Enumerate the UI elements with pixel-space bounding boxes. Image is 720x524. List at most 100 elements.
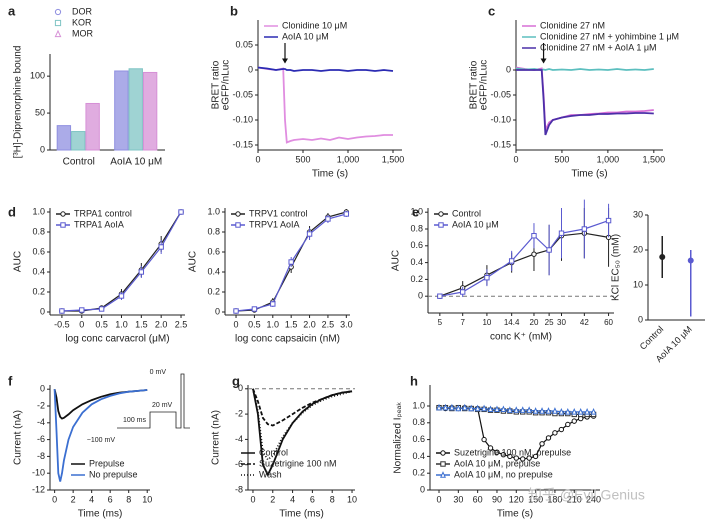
- marker: [500, 452, 507, 458]
- y-axis-label: Current (nA): [13, 410, 24, 465]
- marker: [54, 8, 62, 16]
- x-tick-label: 8: [330, 494, 335, 504]
- x-tick-label: 1.5: [135, 319, 148, 329]
- marker: [118, 293, 125, 299]
- x-axis-label: log conc carvacrol (μM): [65, 334, 169, 345]
- x-tick-label: 4: [89, 494, 94, 504]
- y-tick-label: -0.10: [232, 114, 253, 124]
- marker: [545, 435, 552, 441]
- x-tick-label: 1,500: [382, 154, 405, 164]
- panel-label: d: [8, 204, 16, 219]
- x-tick-label: 0: [513, 154, 518, 164]
- marker: [98, 306, 105, 312]
- x-tick-label: 6: [310, 494, 315, 504]
- x-tick-label: 0: [52, 494, 57, 504]
- y-tick-label: 0.8: [32, 226, 45, 236]
- marker: [584, 407, 591, 415]
- y-tick-label: 1.0: [412, 400, 425, 410]
- marker: [493, 405, 500, 413]
- y-tick-label: 0.4: [32, 266, 45, 276]
- x-tick-label: 20: [530, 318, 539, 327]
- y-tick-label: -0.10: [490, 114, 511, 124]
- x-tick-label: 10: [482, 318, 491, 327]
- y-tick-label: -8: [235, 484, 243, 494]
- panel-label: a: [8, 3, 16, 18]
- y-tick-label: 10: [633, 279, 643, 289]
- marker: [436, 403, 442, 411]
- legend-label: Clonidine 27 nM + yohimbine 1 μM: [540, 31, 679, 41]
- x-axis-label: Time (s): [312, 169, 348, 180]
- y-tick-label: -2: [235, 408, 243, 418]
- marker: [590, 407, 597, 415]
- legend-label: Suzetrigine 100 nM: [259, 458, 337, 468]
- marker: [178, 209, 184, 215]
- panel-label: c: [488, 3, 495, 18]
- legend-label: Control: [259, 447, 288, 457]
- marker: [571, 418, 577, 424]
- y-tick-label: 1.0: [207, 206, 220, 216]
- y-axis-label: AUC: [188, 251, 199, 272]
- legend-label: KOR: [72, 17, 92, 27]
- x-tick-label: 6: [108, 494, 113, 504]
- marker: [545, 407, 552, 414]
- series-line: [257, 66, 393, 144]
- marker: [500, 405, 507, 413]
- marker: [507, 453, 513, 460]
- y-tick-label: -0.05: [232, 89, 253, 99]
- y-tick-label: -0.05: [490, 89, 511, 99]
- x-tick-label: AoIA 10 μM: [110, 157, 162, 168]
- legend-label: Clonidine 27 nM + AoIA 1 μM: [540, 42, 657, 52]
- x-tick-label: 1.0: [115, 319, 128, 329]
- marker: [571, 407, 578, 415]
- legend-label: MOR: [72, 28, 93, 38]
- y-tick-label: 1.0: [32, 206, 45, 216]
- x-tick-label: 500: [295, 154, 310, 164]
- y-axis-label: KCl EC₅₀ (mM): [611, 234, 622, 301]
- protocol-trace: [117, 373, 190, 429]
- y-axis-label: [³H]-Diprenorphine bound: [13, 46, 24, 159]
- y-tick-label: 0.2: [412, 468, 425, 478]
- inset-label: −100 mV: [87, 437, 116, 444]
- x-tick-label: 42: [580, 318, 589, 327]
- marker: [288, 259, 294, 265]
- y-axis-label: Normalized Iₚₑₐₖ: [393, 401, 404, 473]
- marker: [59, 308, 65, 314]
- y-tick-label: 0.6: [410, 240, 423, 250]
- x-tick-label: 2: [71, 494, 76, 504]
- marker: [60, 211, 66, 217]
- marker: [539, 407, 546, 414]
- x-tick-label: 14.4: [504, 318, 520, 327]
- legend-label: No prepulse: [89, 469, 138, 479]
- marker: [484, 275, 490, 281]
- y-tick-label: -2: [37, 400, 45, 410]
- x-axis-label: log conc capsaicin (nM): [235, 334, 340, 345]
- marker: [468, 404, 475, 412]
- x-tick-label: 240: [586, 494, 601, 504]
- series-line: [53, 389, 148, 482]
- marker: [581, 226, 588, 232]
- y-axis-label: AUC: [13, 251, 24, 272]
- marker: [526, 455, 532, 461]
- marker: [513, 455, 519, 461]
- marker: [233, 308, 239, 314]
- marker: [520, 456, 526, 462]
- marker: [539, 441, 545, 447]
- marker: [532, 453, 539, 460]
- marker: [531, 233, 537, 239]
- y-tick-label: 0: [420, 484, 425, 494]
- x-tick-label: 2.5: [322, 319, 335, 329]
- y-tick-label: 0.2: [207, 286, 220, 296]
- panel-label: h: [410, 373, 418, 388]
- x-axis-label: conc K⁺ (mM): [490, 332, 552, 343]
- x-tick-label: 0: [79, 319, 84, 329]
- y-tick-label: 0: [418, 291, 423, 301]
- marker: [519, 406, 526, 413]
- bar: [85, 102, 100, 151]
- legend-label: TRPV1 control: [249, 208, 308, 218]
- series-line: [53, 389, 148, 420]
- y-tick-label: 0: [40, 384, 45, 394]
- y-tick-label: 0.8: [410, 223, 423, 233]
- series-line: [257, 66, 394, 72]
- x-axis-label: Time (ms): [78, 509, 123, 520]
